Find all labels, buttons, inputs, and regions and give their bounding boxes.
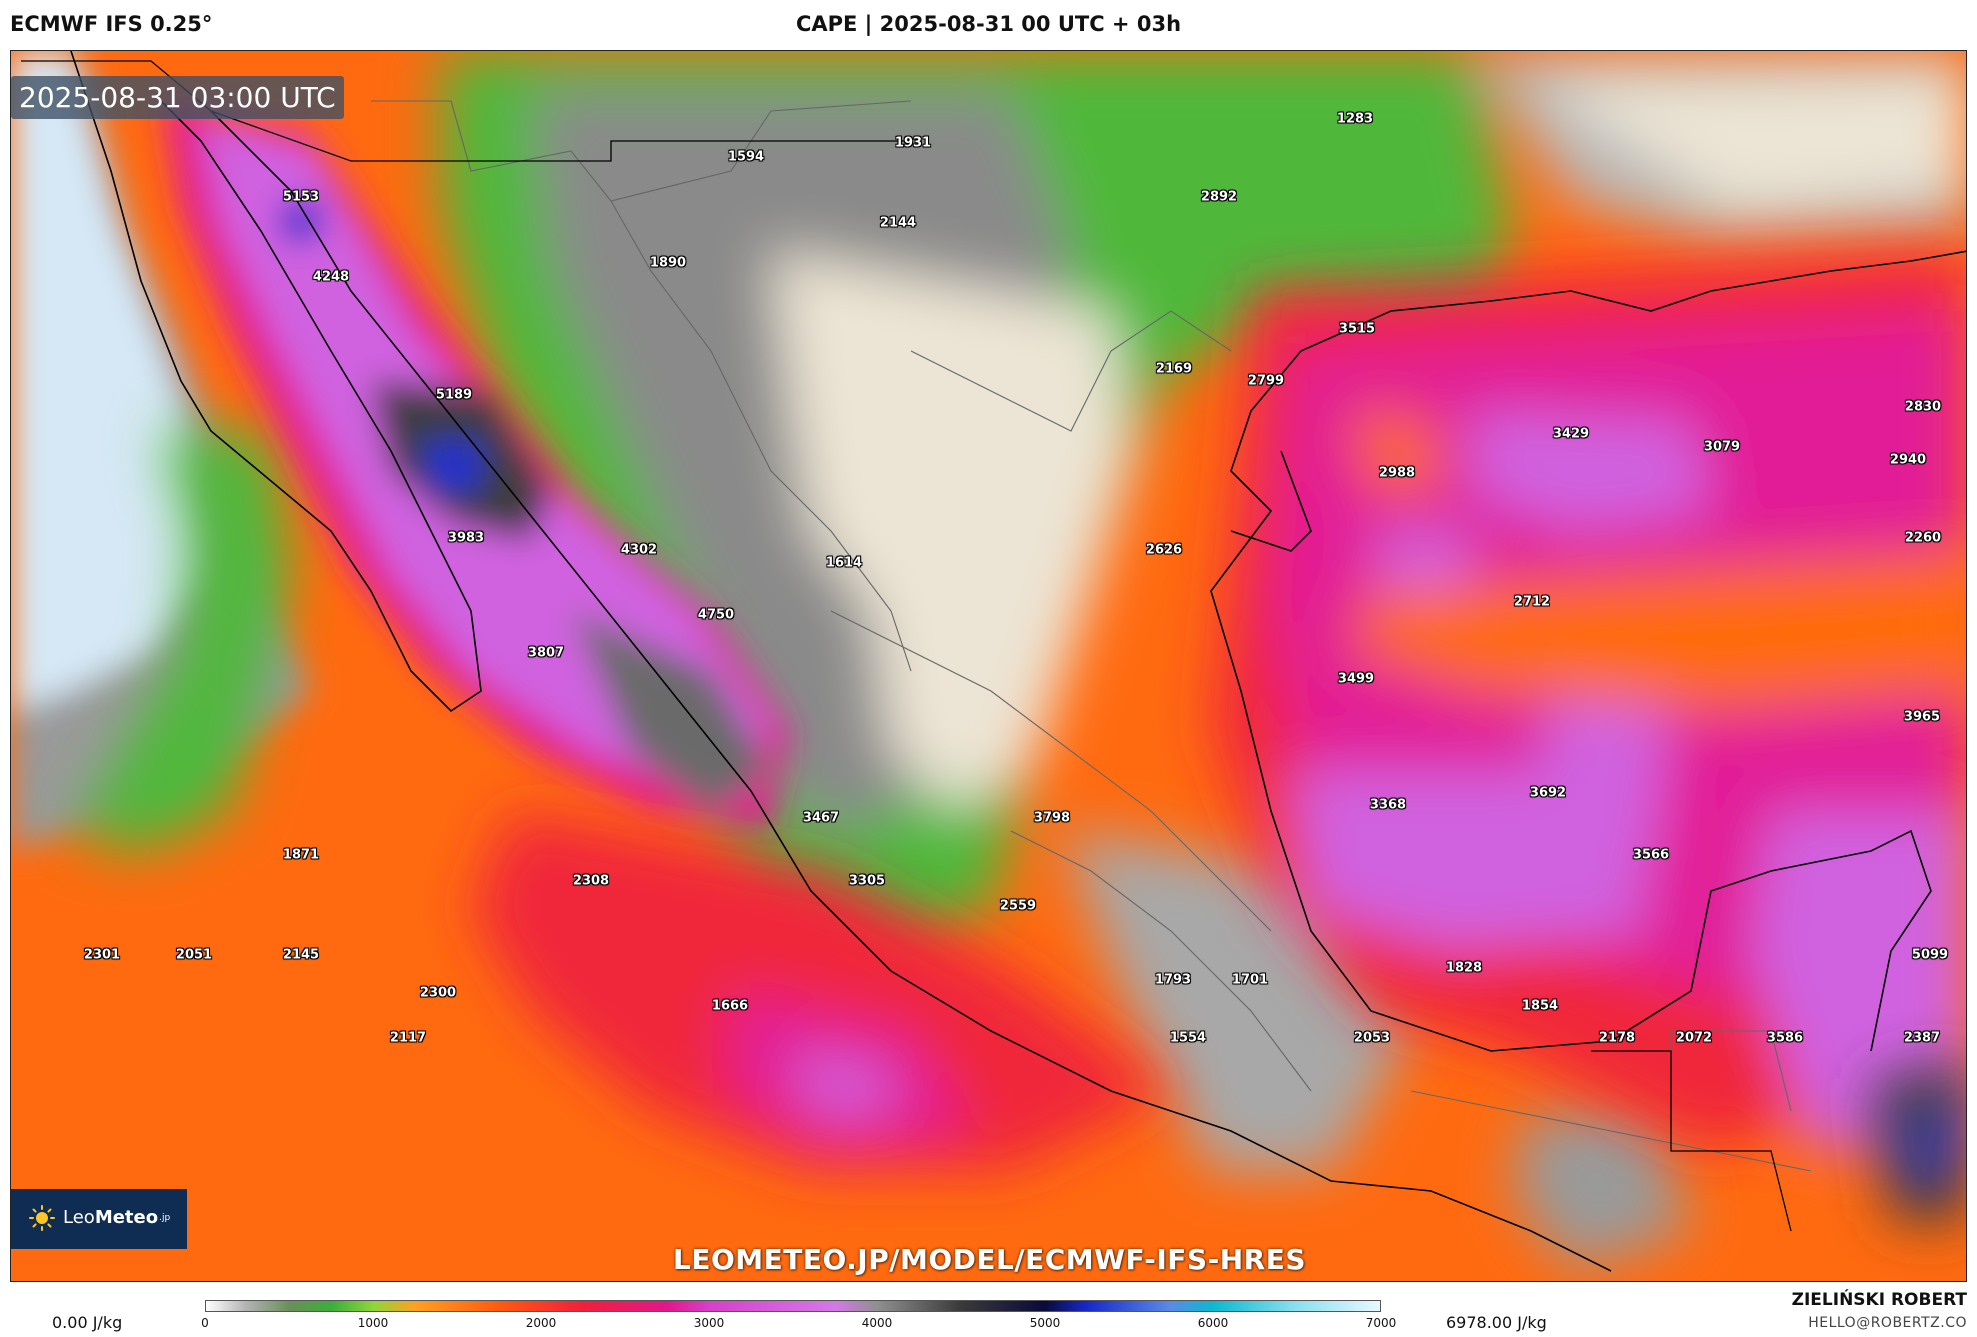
value-label: 2144 bbox=[879, 215, 917, 231]
value-label: 5099 bbox=[1911, 947, 1949, 963]
value-label: 1828 bbox=[1445, 960, 1483, 976]
header: ECMWF IFS 0.25° CAPE | 2025-08-31 00 UTC… bbox=[0, 0, 1977, 50]
watermark-url: LEOMETEO.JP/MODEL/ECMWF-IFS-HRES bbox=[672, 1243, 1306, 1276]
value-label: 2301 bbox=[83, 947, 121, 963]
colorbar-tick: 5000 bbox=[1029, 1316, 1061, 1330]
value-label: 2169 bbox=[1155, 361, 1193, 377]
value-label: 2799 bbox=[1247, 373, 1285, 389]
scale-max-label: 6978.00 J/kg bbox=[1446, 1313, 1547, 1332]
value-label: 3368 bbox=[1369, 797, 1407, 813]
value-label: 4248 bbox=[312, 269, 350, 285]
value-label: 3586 bbox=[1766, 1030, 1804, 1046]
value-label: 3305 bbox=[848, 873, 886, 889]
field-baja bbox=[161, 101, 791, 831]
value-label: 1554 bbox=[1169, 1030, 1207, 1046]
value-label: 3983 bbox=[447, 530, 485, 546]
value-label: 1871 bbox=[282, 847, 320, 863]
model-name: ECMWF IFS 0.25° bbox=[10, 12, 213, 36]
value-label: 2940 bbox=[1889, 452, 1927, 468]
value-label: 1283 bbox=[1336, 111, 1374, 127]
leometeo-logo[interactable]: LeoMeteo.jp bbox=[11, 1189, 187, 1249]
value-label: 2300 bbox=[419, 985, 457, 1001]
colorbar-tick: 6000 bbox=[1197, 1316, 1229, 1330]
value-label: 1854 bbox=[1521, 998, 1559, 1014]
value-label: 3499 bbox=[1337, 671, 1375, 687]
value-label: 2830 bbox=[1904, 399, 1942, 415]
value-label: 2626 bbox=[1145, 542, 1183, 558]
value-label: 4302 bbox=[620, 542, 658, 558]
state-borders bbox=[371, 100, 1812, 1172]
logo-text-regular: Leo bbox=[63, 1207, 95, 1228]
field-green-offshore bbox=[71, 431, 291, 851]
valid-time-badge: 2025-08-31 03:00 UTC bbox=[11, 76, 344, 119]
value-label: 1931 bbox=[894, 135, 932, 151]
value-label: 3965 bbox=[1903, 709, 1941, 725]
logo-text-suffix: .jp bbox=[159, 1213, 171, 1223]
value-label: 4750 bbox=[697, 607, 735, 623]
value-label: 2892 bbox=[1200, 189, 1238, 205]
value-label: 3467 bbox=[802, 810, 840, 826]
value-label: 3079 bbox=[1703, 439, 1741, 455]
value-label: 3692 bbox=[1529, 785, 1567, 801]
field-gulf bbox=[1211, 251, 1966, 1151]
colorbar bbox=[205, 1300, 1381, 1312]
value-label: 3807 bbox=[527, 645, 565, 661]
value-label: 2559 bbox=[999, 898, 1037, 914]
colorbar-tick: 3000 bbox=[693, 1316, 725, 1330]
author-email[interactable]: HELLO@ROBERTZ.CO bbox=[1808, 1315, 1967, 1331]
colorbar-tick: 7000 bbox=[1365, 1316, 1397, 1330]
colorbar-tick: 0 bbox=[201, 1316, 209, 1330]
country-borders bbox=[21, 60, 1792, 1232]
logo-text: LeoMeteo.jp bbox=[63, 1207, 170, 1228]
value-label: 1890 bbox=[649, 255, 687, 271]
value-label: 2051 bbox=[175, 947, 213, 963]
value-label: 2072 bbox=[1675, 1030, 1713, 1046]
value-label: 3515 bbox=[1338, 321, 1376, 337]
colorbar-tick: 1000 bbox=[357, 1316, 389, 1330]
sun-icon bbox=[29, 1205, 55, 1231]
value-label: 1666 bbox=[711, 998, 749, 1014]
coastlines bbox=[70, 51, 1966, 1272]
logo-text-bold: Meteo bbox=[94, 1207, 159, 1228]
value-label: 2308 bbox=[572, 873, 610, 889]
value-label: 1614 bbox=[825, 555, 863, 571]
scale-min-label: 0.00 J/kg bbox=[52, 1313, 123, 1332]
author-name: ZIELIŃSKI ROBERT bbox=[1791, 1290, 1967, 1310]
map-title: CAPE | 2025-08-31 00 UTC + 03h bbox=[795, 12, 1182, 36]
value-label: 1701 bbox=[1231, 972, 1269, 988]
value-label: 2117 bbox=[389, 1030, 427, 1046]
value-label: 5189 bbox=[435, 387, 473, 403]
value-label: 2145 bbox=[282, 947, 320, 963]
value-label: 1793 bbox=[1154, 972, 1192, 988]
cape-map bbox=[11, 51, 1966, 1281]
value-label: 2178 bbox=[1598, 1030, 1636, 1046]
value-label: 1594 bbox=[727, 149, 765, 165]
value-label: 2387 bbox=[1903, 1030, 1941, 1046]
value-label: 2988 bbox=[1378, 465, 1416, 481]
value-label: 2053 bbox=[1353, 1030, 1391, 1046]
value-label: 3429 bbox=[1552, 426, 1590, 442]
colorbar-tick: 2000 bbox=[525, 1316, 557, 1330]
value-label: 3798 bbox=[1033, 810, 1071, 826]
value-label: 2712 bbox=[1513, 594, 1551, 610]
value-label: 3566 bbox=[1632, 847, 1670, 863]
value-label: 2260 bbox=[1904, 530, 1942, 546]
legend-footer: 0.00 J/kg 0 1000 2000 3000 4000 5000 6000 7000 … bbox=[0, 1282, 1977, 1337]
colorbar-tick: 4000 bbox=[861, 1316, 893, 1330]
map-frame[interactable]: 2025-08-31 03:00 UTC 1594 1931 1283 5153… bbox=[10, 50, 1967, 1282]
field-pacific-south bbox=[471, 811, 1966, 1221]
value-label: 5153 bbox=[282, 189, 320, 205]
